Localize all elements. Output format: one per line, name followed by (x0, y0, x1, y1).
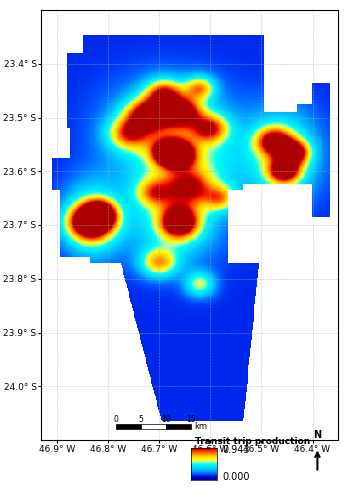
Text: N: N (313, 430, 322, 440)
Text: 15: 15 (186, 415, 196, 424)
Text: 5: 5 (138, 415, 143, 424)
Bar (141, 424, 166, 428)
Text: Transit trip production: Transit trip production (195, 437, 310, 446)
Text: km: km (194, 422, 207, 431)
Bar (116, 424, 141, 428)
Text: 0.943: 0.943 (223, 445, 250, 455)
Text: 0.000: 0.000 (223, 472, 250, 482)
Text: 0: 0 (113, 415, 118, 424)
Text: 10: 10 (161, 415, 171, 424)
Bar (166, 424, 191, 428)
